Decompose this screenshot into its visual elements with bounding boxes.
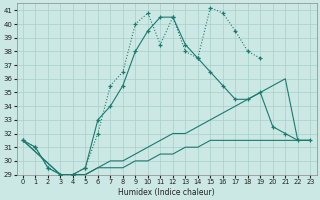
X-axis label: Humidex (Indice chaleur): Humidex (Indice chaleur)	[118, 188, 215, 197]
